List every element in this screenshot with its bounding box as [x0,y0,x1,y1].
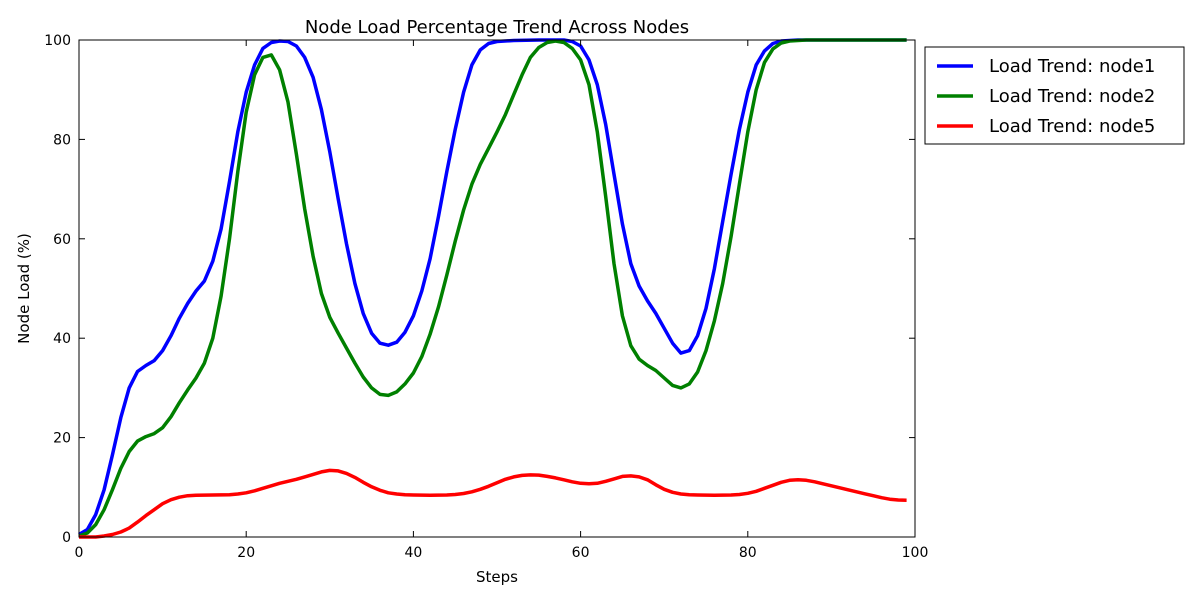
x-tick-label: 0 [75,545,84,561]
x-tick-label: 80 [739,545,757,561]
legend-label-2: Load Trend: node2 [989,86,1155,107]
x-tick-label: 40 [404,545,422,561]
series-layer [78,38,907,539]
legend: Load Trend: node1 Load Trend: node2 Load T… [924,46,1185,145]
series-line-1 [78,38,907,537]
series-line-3 [79,468,907,539]
axis-layer: 0 20 40 60 80 100 0 20 40 60 80 100 [44,33,928,561]
y-axis-title: Node Load (%) [15,233,33,344]
legend-label-1: Load Trend: node1 [989,56,1155,77]
y-tick-label: 40 [53,331,71,347]
y-tick-label: 80 [53,132,71,148]
y-tick-label: 60 [53,232,71,248]
y-tick-label: 0 [62,530,71,546]
x-tick-label: 60 [572,545,590,561]
y-tick-label: 100 [44,33,71,49]
x-axis-title: Steps [476,568,518,586]
x-tick-label: 20 [237,545,255,561]
x-tick-label: 100 [902,545,929,561]
y-tick-label: 20 [53,431,71,447]
legend-label-3: Load Trend: node5 [989,116,1155,137]
chart-title: Node Load Percentage Trend Across Nodes [305,17,689,38]
series-line-2 [78,38,907,538]
plot-area-frame [78,39,916,538]
